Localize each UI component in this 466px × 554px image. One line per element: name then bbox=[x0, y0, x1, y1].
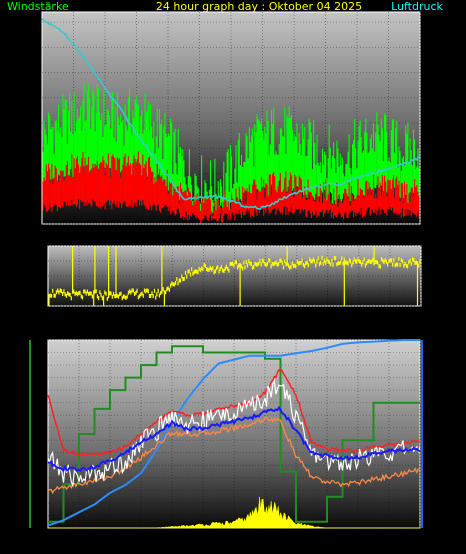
temperature-series-layer bbox=[47, 339, 421, 529]
windchill-series-line bbox=[47, 378, 421, 488]
direction-series-marks bbox=[48, 246, 421, 306]
right-axis-label: Luftdruck bbox=[391, 0, 443, 13]
gust-series-bars bbox=[42, 82, 420, 218]
left-axis-label: Windstärke bbox=[7, 0, 69, 13]
temperature-panel bbox=[29, 339, 423, 529]
wind-pressure-panel: Windstärke 24 hour graph day : Oktober 0… bbox=[7, 0, 444, 225]
wind-direction-panel bbox=[47, 245, 422, 307]
temperature-plot-area bbox=[47, 339, 421, 529]
wind-series-bars bbox=[42, 151, 420, 224]
direction-plot-area bbox=[47, 245, 422, 307]
dewpoint-series-line bbox=[47, 416, 421, 495]
temperature-axis-ticks bbox=[29, 340, 423, 528]
pressure-series-line bbox=[41, 17, 421, 210]
chart-title: 24 hour graph day : Oktober 04 2025 bbox=[156, 0, 362, 13]
rain-series-line bbox=[47, 339, 420, 527]
wind-series-layer bbox=[41, 17, 421, 224]
temperature-series-line bbox=[47, 368, 421, 458]
solar-series-area bbox=[48, 496, 420, 529]
direction-series-layer bbox=[48, 246, 421, 306]
soil-temp-series-line bbox=[47, 405, 421, 472]
